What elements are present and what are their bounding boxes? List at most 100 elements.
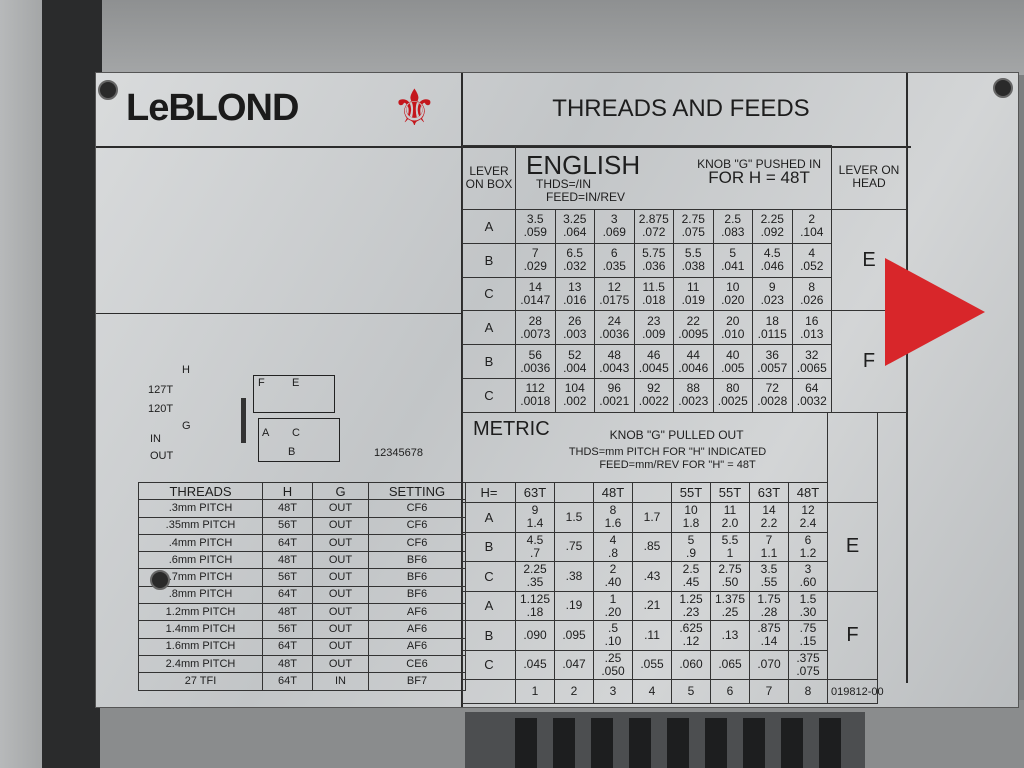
feed-value: .104 xyxy=(800,225,824,240)
thread-value: 10 xyxy=(684,503,698,518)
screw xyxy=(993,78,1013,98)
thread-feed-cell: 12.0175 xyxy=(594,276,635,312)
h-value: 63T xyxy=(749,482,789,503)
thread-value: 9 xyxy=(531,503,539,518)
feed-value: .0023 xyxy=(678,394,709,409)
h-label: H= xyxy=(462,482,516,503)
feed-value: .0175 xyxy=(599,292,630,307)
thread-feed-cell: 11.5.018 xyxy=(633,276,674,312)
thread-feed-cell: 8.026 xyxy=(791,276,832,312)
feed-value: .0043 xyxy=(599,360,630,375)
thread-feed-cell: 2.5.083 xyxy=(712,209,753,244)
thread-value: 2 xyxy=(609,562,617,577)
lever-position: A xyxy=(462,310,516,346)
table-cell: 48T xyxy=(262,654,313,674)
thread-feed-cell: .070 xyxy=(749,649,789,680)
thread-value: 12 xyxy=(801,503,815,518)
feed-value: .032 xyxy=(563,259,587,274)
thread-feed-cell: 4.052 xyxy=(791,242,832,278)
table-cell: OUT xyxy=(312,499,369,518)
thread-feed-cell: 11.019 xyxy=(673,276,714,312)
lever-position: A xyxy=(462,590,516,621)
thread-value: 24 xyxy=(607,313,621,328)
thread-feed-cell: 64.0032 xyxy=(791,377,832,413)
thread-feed-cell: .095 xyxy=(554,620,594,651)
feed-value: .0073 xyxy=(520,326,551,341)
thread-value: 5 xyxy=(687,532,695,547)
thread-feed-cell: 6.035 xyxy=(594,242,635,278)
feed-value: 1.7 xyxy=(643,509,661,524)
thread-feed-cell: 14.0147 xyxy=(515,276,556,312)
column-header: SETTING xyxy=(368,482,466,501)
metric-title: METRIC xyxy=(473,418,550,440)
thread-feed-cell: .5.10 xyxy=(593,620,633,651)
thread-feed-cell: 7 1.1 xyxy=(749,531,789,562)
feed-value: .0025 xyxy=(717,394,748,409)
feed-value: .047 xyxy=(562,657,586,672)
feed-value: .075 xyxy=(681,225,705,240)
thread-value: 2.5 xyxy=(682,562,700,577)
feed-value: .0147 xyxy=(520,292,551,307)
thread-value: 2.875 xyxy=(638,212,669,227)
feed-value: .25 xyxy=(721,604,739,619)
thread-value: 4 xyxy=(609,532,617,547)
lever-position: B xyxy=(462,242,516,278)
position-number: 3 xyxy=(593,679,633,704)
thread-feed-cell: 6.5.032 xyxy=(554,242,595,278)
position-number: 4 xyxy=(632,679,672,704)
table-cell: .4mm PITCH xyxy=(138,533,263,553)
thread-feed-cell: 3.069 xyxy=(594,209,635,244)
table-cell: CF6 xyxy=(368,516,466,535)
feed-value: .0065 xyxy=(796,360,827,375)
thread-value: 4.5 xyxy=(526,532,544,547)
thread-value: 3.5 xyxy=(760,562,778,577)
thread-feed-cell: 1.7 xyxy=(632,502,672,533)
feed-value: .050 xyxy=(601,663,625,678)
feed-value: .12 xyxy=(682,634,700,649)
feed-value: .013 xyxy=(800,326,824,341)
thread-value: 72 xyxy=(765,381,779,396)
feed-value: .14 xyxy=(760,634,778,649)
feed-value: .036 xyxy=(642,259,666,274)
lever-position: A xyxy=(462,502,516,533)
thread-feed-cell: 80.0025 xyxy=(712,377,753,413)
thread-value: 1.25 xyxy=(679,591,703,606)
thread-value: .625 xyxy=(679,621,703,636)
feed-value: .0028 xyxy=(757,394,788,409)
feed-value: .092 xyxy=(760,225,784,240)
thread-feed-cell: 96.0021 xyxy=(594,377,635,413)
position-number: 7 xyxy=(749,679,789,704)
plate-title: THREADS AND FEEDS xyxy=(552,95,810,122)
grille-slot xyxy=(819,718,841,768)
blank xyxy=(827,412,878,503)
thread-value: 56 xyxy=(528,347,542,362)
thread-feed-cell: 2.104 xyxy=(791,209,832,244)
thread-value: 22 xyxy=(686,313,700,328)
feed-value: 1.5 xyxy=(565,509,583,524)
table-cell: IN xyxy=(312,672,369,691)
label-e: E xyxy=(292,377,300,389)
thread-feed-cell: 12 2.4 xyxy=(788,502,828,533)
thread-value: 92 xyxy=(647,381,661,396)
feed-value: .43 xyxy=(643,568,661,583)
thread-value: 20 xyxy=(726,313,740,328)
thread-feed-cell: 36.0057 xyxy=(752,344,793,379)
position-number: 6 xyxy=(710,679,750,704)
lever-position: B xyxy=(462,531,516,562)
for-h: FOR H = 48T xyxy=(708,167,810,187)
grille-slot xyxy=(591,718,613,768)
thread-feed-cell: 1.75.28 xyxy=(749,590,789,621)
thread-feed-cell: 23.009 xyxy=(633,310,674,346)
table-cell: 64T xyxy=(262,637,313,656)
feed-value: .009 xyxy=(642,326,666,341)
english-table: LEVER ON BOX ENGLISH THDS=/IN FEED=IN/REV KN… xyxy=(462,145,907,413)
thread-feed-cell: 13.016 xyxy=(554,276,595,312)
feed-value: .20 xyxy=(604,604,622,619)
h-value: 63T xyxy=(515,482,555,503)
thread-value: 7 xyxy=(531,246,539,261)
lever-position: C xyxy=(462,649,516,680)
thread-value: 11 xyxy=(687,279,700,294)
table-cell: BF6 xyxy=(368,551,466,570)
column-header: H xyxy=(262,482,313,501)
vent-grille xyxy=(465,712,865,768)
